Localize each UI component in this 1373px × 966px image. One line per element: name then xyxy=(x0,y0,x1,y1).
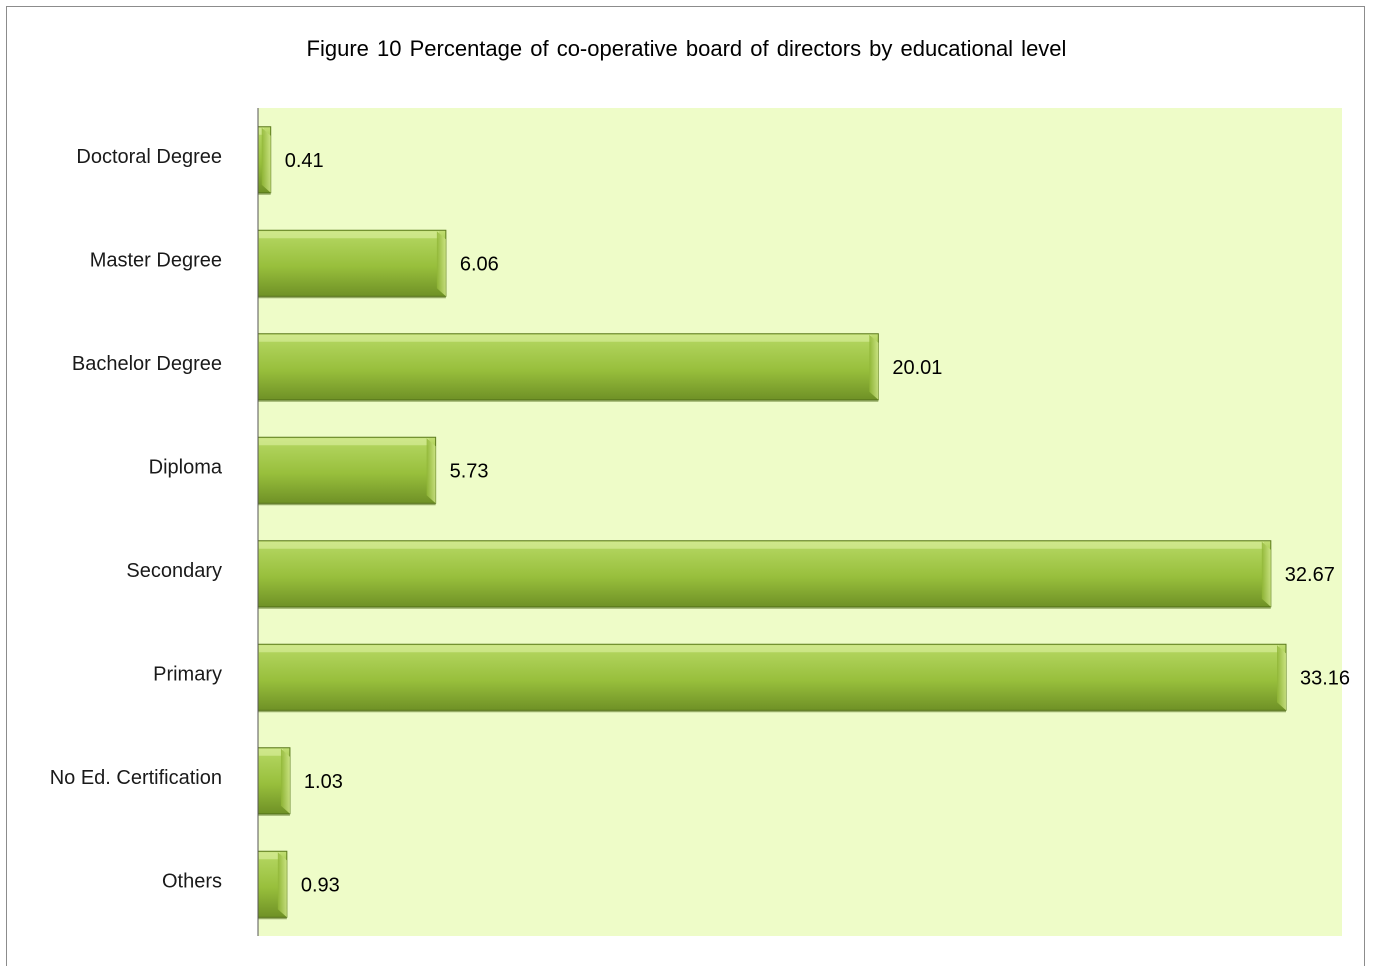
value-label: 6.06 xyxy=(460,254,499,276)
bar xyxy=(257,229,447,297)
value-label: 33.16 xyxy=(1300,668,1350,690)
category-label: Others xyxy=(162,871,222,893)
bar-end-cap xyxy=(436,231,446,297)
bar-highlight xyxy=(259,541,1264,549)
category-label: No Ed. Certification xyxy=(50,767,222,789)
bar-highlight xyxy=(259,645,1279,653)
value-label: 0.93 xyxy=(301,875,340,897)
bar-group: Secondary 32.67 xyxy=(126,540,1335,609)
bar-end-cap xyxy=(280,748,290,814)
bar xyxy=(257,333,879,401)
bar-highlight xyxy=(259,438,429,446)
bar-highlight xyxy=(259,127,264,135)
bar-end-cap xyxy=(1261,541,1271,607)
bar-group: No Ed. Certification 1.03 xyxy=(50,747,343,816)
value-label: 1.03 xyxy=(304,771,343,793)
category-label: Diploma xyxy=(149,457,223,479)
bar-group: Master Degree 6.06 xyxy=(90,229,499,299)
value-label: 0.41 xyxy=(285,150,324,172)
bar-highlight xyxy=(259,852,280,860)
bar-end-cap xyxy=(869,334,879,400)
category-label: Primary xyxy=(153,664,222,686)
bar-group: Primary 33.16 xyxy=(153,643,1350,713)
bar-end-cap xyxy=(261,127,271,193)
bar-group: Bachelor Degree 20.01 xyxy=(72,333,942,402)
category-label: Bachelor Degree xyxy=(72,353,222,375)
bar-highlight xyxy=(259,748,283,756)
bar-end-cap xyxy=(426,438,436,504)
bar-group: Doctoral Degree 0.41 xyxy=(76,126,324,195)
value-label: 20.01 xyxy=(892,357,942,379)
bar-end-cap xyxy=(277,852,287,918)
bar-end-cap xyxy=(1277,645,1286,711)
value-label: 5.73 xyxy=(450,461,489,483)
bar-highlight xyxy=(259,334,872,342)
category-label: Secondary xyxy=(126,560,222,582)
bar xyxy=(257,643,1287,711)
category-label: Doctoral Degree xyxy=(76,146,222,168)
value-label: 32.67 xyxy=(1285,564,1335,586)
bar-highlight xyxy=(259,231,439,239)
category-label: Master Degree xyxy=(90,250,222,272)
chart-title: Figure 10 Percentage of co-operative boa… xyxy=(306,36,1067,61)
bar-group: Others 0.93 xyxy=(162,850,340,920)
bar xyxy=(257,540,1272,608)
bar xyxy=(257,436,437,504)
